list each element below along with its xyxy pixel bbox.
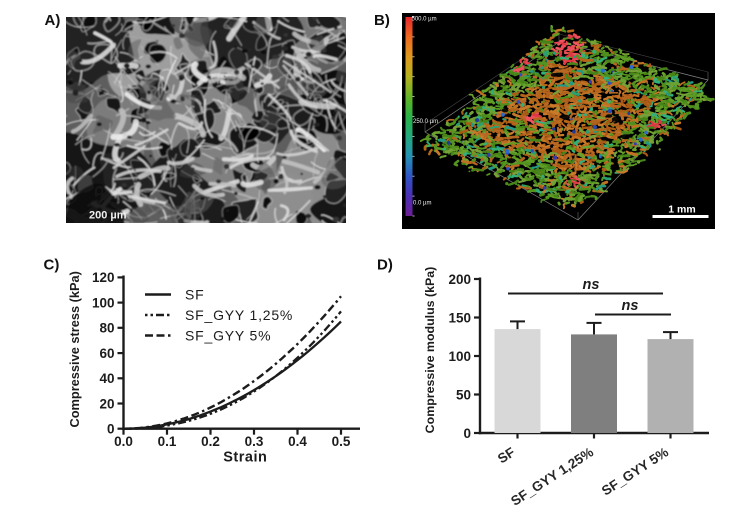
svg-text:200 µm: 200 µm bbox=[89, 210, 127, 222]
svg-text:0: 0 bbox=[463, 426, 471, 441]
svg-text:ns: ns bbox=[583, 277, 600, 293]
svg-text:0.0 µm: 0.0 µm bbox=[413, 201, 431, 207]
svg-text:80: 80 bbox=[99, 321, 114, 336]
svg-text:40: 40 bbox=[99, 371, 114, 386]
svg-text:0.5: 0.5 bbox=[332, 434, 351, 449]
svg-text:0: 0 bbox=[107, 422, 115, 437]
svg-text:500.0 µm: 500.0 µm bbox=[412, 17, 437, 23]
svg-text:D): D) bbox=[377, 257, 393, 274]
svg-text:100: 100 bbox=[92, 295, 115, 310]
svg-text:150: 150 bbox=[448, 310, 471, 325]
svg-text:Compressive modulus (kPa): Compressive modulus (kPa) bbox=[423, 267, 437, 434]
svg-text:120: 120 bbox=[92, 270, 115, 285]
svg-text:C): C) bbox=[44, 257, 60, 274]
svg-text:200: 200 bbox=[448, 272, 471, 287]
svg-text:ns: ns bbox=[622, 298, 639, 314]
svg-text:100: 100 bbox=[448, 349, 471, 364]
svg-text:0.0: 0.0 bbox=[114, 434, 133, 449]
svg-text:50: 50 bbox=[456, 387, 471, 402]
svg-text:250.0 µm: 250.0 µm bbox=[413, 119, 438, 125]
svg-text:SF_GYY 5%: SF_GYY 5% bbox=[185, 327, 271, 343]
svg-text:1 mm: 1 mm bbox=[668, 204, 695, 216]
svg-text:SF: SF bbox=[185, 286, 205, 302]
svg-text:B): B) bbox=[374, 12, 390, 29]
svg-text:20: 20 bbox=[99, 396, 114, 411]
svg-text:A): A) bbox=[45, 12, 61, 29]
svg-text:Compressive stress (kPa): Compressive stress (kPa) bbox=[67, 271, 82, 428]
svg-text:0.1: 0.1 bbox=[158, 434, 177, 449]
svg-text:Strain: Strain bbox=[223, 450, 267, 466]
svg-text:SF_GYY 1,25%: SF_GYY 1,25% bbox=[185, 307, 293, 323]
svg-text:0.4: 0.4 bbox=[288, 434, 307, 449]
svg-text:0.3: 0.3 bbox=[245, 434, 264, 449]
svg-text:0.2: 0.2 bbox=[201, 434, 220, 449]
svg-text:60: 60 bbox=[99, 346, 114, 361]
